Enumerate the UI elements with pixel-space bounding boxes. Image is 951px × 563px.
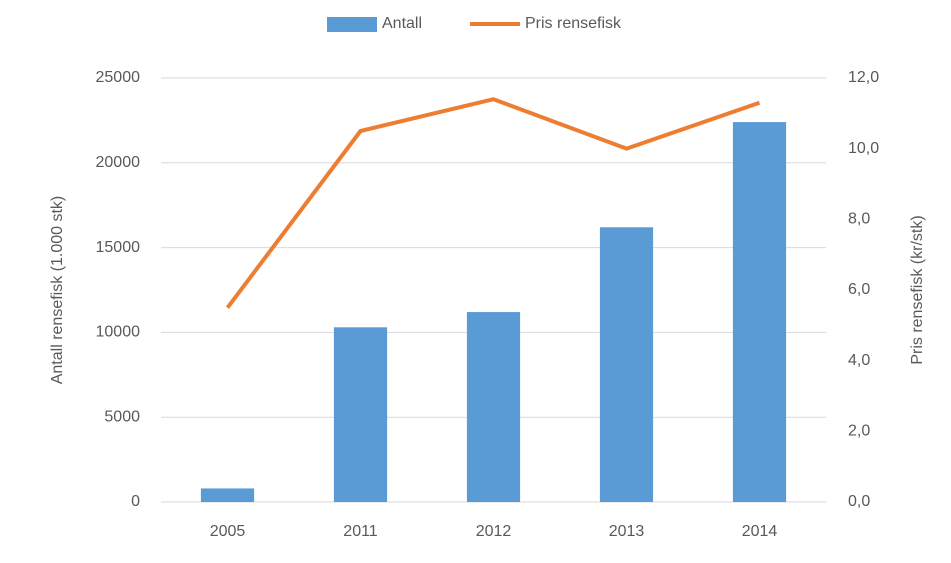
legend-label: Antall (382, 15, 422, 32)
y-tick-label: 0 (131, 493, 140, 510)
y-axis-label: Antall rensefisk (1.000 stk) (49, 196, 66, 385)
x-tick-label: 2014 (742, 523, 778, 540)
y-tick-label: 10000 (96, 324, 141, 341)
y-tick-label: 20000 (96, 154, 141, 171)
legend-swatch (327, 17, 377, 32)
bar (599, 227, 654, 503)
y2-tick-label: 10,0 (848, 140, 879, 157)
y-tick-label: 5000 (104, 408, 140, 425)
x-tick-label: 2011 (343, 523, 378, 540)
legend-label: Pris rensefisk (525, 15, 622, 32)
x-tick-label: 2013 (609, 523, 645, 540)
bar (732, 122, 787, 502)
bar (200, 488, 255, 502)
y2-tick-label: 6,0 (848, 281, 870, 298)
y2-tick-label: 12,0 (848, 69, 879, 86)
y-tick-label: 15000 (96, 239, 141, 256)
y2-axis-label: Pris rensefisk (kr/stk) (909, 215, 926, 364)
x-tick-label: 2012 (476, 523, 512, 540)
y2-tick-label: 4,0 (848, 352, 870, 369)
line (225, 97, 761, 309)
bar (466, 312, 521, 502)
bar (333, 327, 388, 502)
y2-tick-label: 2,0 (848, 423, 870, 440)
x-tick-label: 2005 (210, 523, 246, 540)
y2-tick-label: 0,0 (848, 493, 870, 510)
y2-tick-label: 8,0 (848, 211, 870, 228)
y-tick-label: 25000 (96, 69, 141, 86)
